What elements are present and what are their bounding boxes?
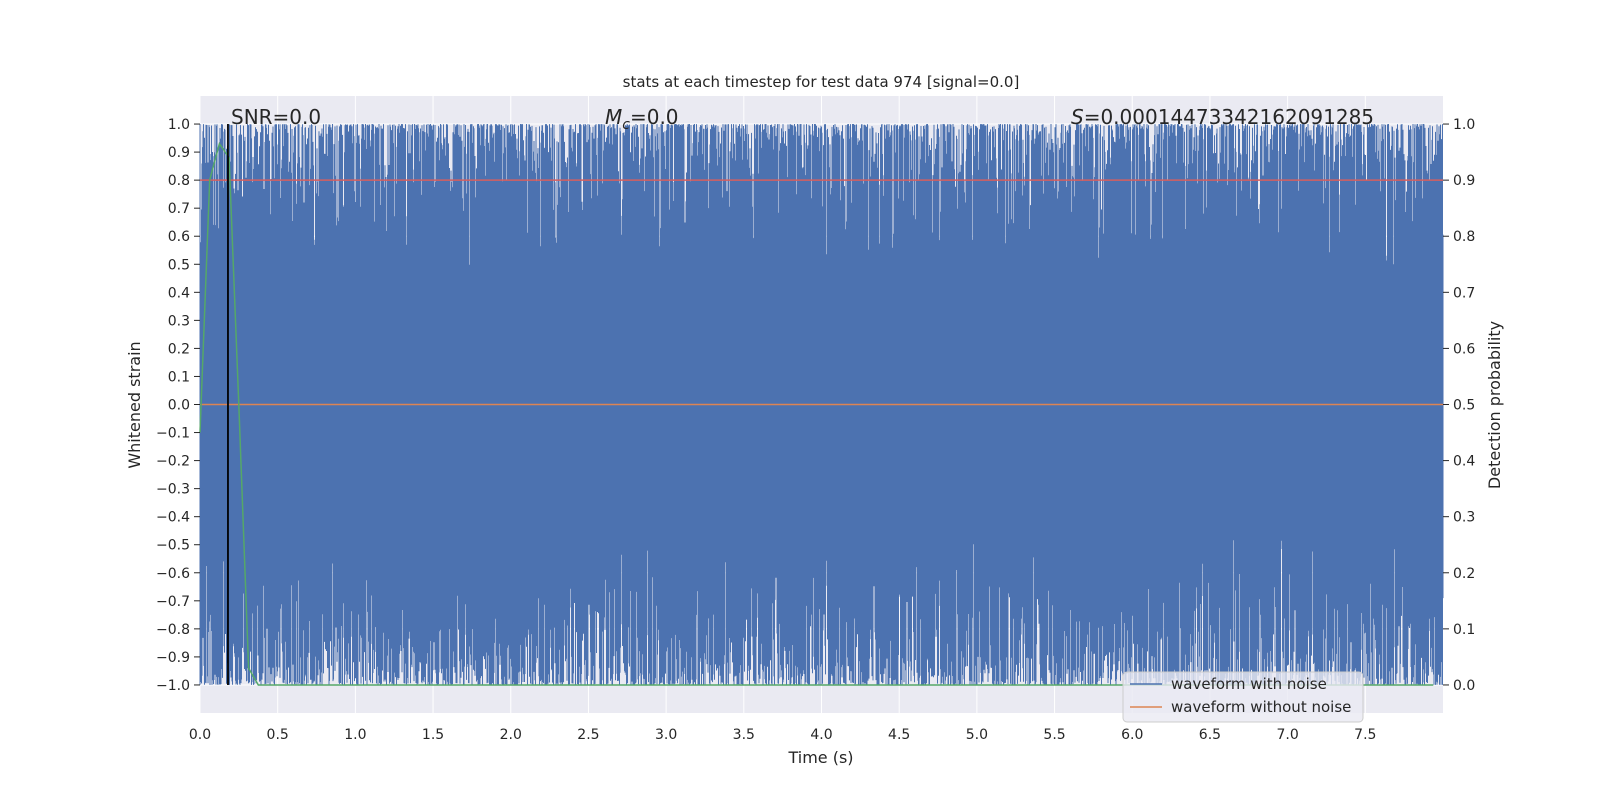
x-tick-label: 1.0 (344, 727, 366, 743)
x-tick-label: 3.5 (733, 727, 755, 743)
y-tick-label: 0.9 (168, 145, 190, 161)
y-tick-label: −0.7 (156, 594, 190, 610)
y2-tick-label: 0.8 (1453, 229, 1475, 245)
y-tick-label: −0.1 (156, 426, 190, 442)
detection-probability-line (199, 141, 1434, 686)
x-tick-label: 4.5 (888, 727, 910, 743)
y-tick-label: 0.6 (168, 229, 190, 245)
x-tick-label: 6.5 (1199, 727, 1221, 743)
y2-tick-label: 0.0 (1453, 678, 1475, 694)
y-tick-label: −0.5 (156, 538, 190, 554)
y-tick-label: 0.5 (168, 257, 190, 273)
y-tick-label: −0.8 (156, 622, 190, 638)
x-tick-label: 5.5 (1043, 727, 1065, 743)
y-tick-label: 1.0 (168, 117, 190, 133)
x-tick-label: 5.0 (966, 727, 988, 743)
x-axis-label: Time (s) (787, 748, 853, 767)
legend-label-noise: waveform with noise (1171, 675, 1327, 693)
y-tick-label: 0.0 (168, 398, 190, 414)
snr-annotation: SNR=0.0 (231, 105, 321, 129)
y-tick-label: 0.7 (168, 201, 190, 217)
y2-tick-label: 0.4 (1453, 454, 1475, 470)
x-tick-label: 0.5 (267, 727, 289, 743)
y-tick-label: −0.6 (156, 566, 190, 582)
chirp-mass-annotation: Mc=0.0 (605, 105, 679, 133)
legend-label-clean: waveform without noise (1171, 698, 1351, 716)
y2-axis-label: Detection probability (1485, 321, 1504, 489)
score-annotation: S=0.00014473342162091285 (1071, 105, 1374, 129)
line-series (199, 124, 1443, 686)
x-tick-label: 4.0 (810, 727, 832, 743)
y-tick-label: 0.4 (168, 285, 190, 301)
x-tick-label: 6.0 (1121, 727, 1143, 743)
y2-tick-label: 1.0 (1453, 117, 1475, 133)
x-tick-label: 7.0 (1276, 727, 1298, 743)
chirp-mass-value: =0.0 (630, 105, 679, 129)
y2-tick-label: 0.9 (1453, 173, 1475, 189)
x-tick-label: 3.0 (655, 727, 677, 743)
y2-tick-label: 0.2 (1453, 566, 1475, 582)
chirp-mass-symbol: M (605, 105, 622, 129)
y-tick-label: 0.3 (168, 313, 190, 329)
y2-tick-label: 0.6 (1453, 341, 1475, 357)
legend-box (1122, 671, 1364, 723)
y-tick-label: −0.2 (156, 454, 190, 470)
x-tick-label: 0.0 (189, 727, 211, 743)
x-tick-label: 2.0 (500, 727, 522, 743)
x-tick-label: 7.5 (1354, 727, 1376, 743)
axes: 0.0 0.5 1.0 1.5 2.0 2.5 3.0 3.5 4.0 4.5 5.0 5.5 6.0 6… (156, 117, 1475, 743)
y2-tick-label: 0.3 (1453, 510, 1475, 526)
y2-tick-label: 0.5 (1453, 398, 1475, 414)
y-tick-label: 0.2 (168, 341, 190, 357)
y-axis-label: Whitened strain (125, 341, 144, 468)
x-tick-label: 1.5 (422, 727, 444, 743)
x-tick-label: 2.5 (577, 727, 599, 743)
chart-title: stats at each timestep for test data 974… (623, 73, 1020, 91)
y-tick-label: −0.4 (156, 510, 190, 526)
legend: waveform with noise waveform without noi… (1122, 671, 1364, 723)
y-tick-label: 0.8 (168, 173, 190, 189)
score-value: =0.00014473342162091285 (1084, 105, 1374, 129)
y-tick-label: −1.0 (156, 678, 190, 694)
chirp-mass-subscript: c (622, 117, 630, 133)
score-symbol: S (1071, 105, 1084, 129)
y-tick-label: −0.3 (156, 482, 190, 498)
y2-tick-label: 0.7 (1453, 285, 1475, 301)
y2-tick-label: 0.1 (1453, 622, 1475, 638)
y-tick-label: 0.1 (168, 369, 190, 385)
y-tick-label: −0.9 (156, 650, 190, 666)
